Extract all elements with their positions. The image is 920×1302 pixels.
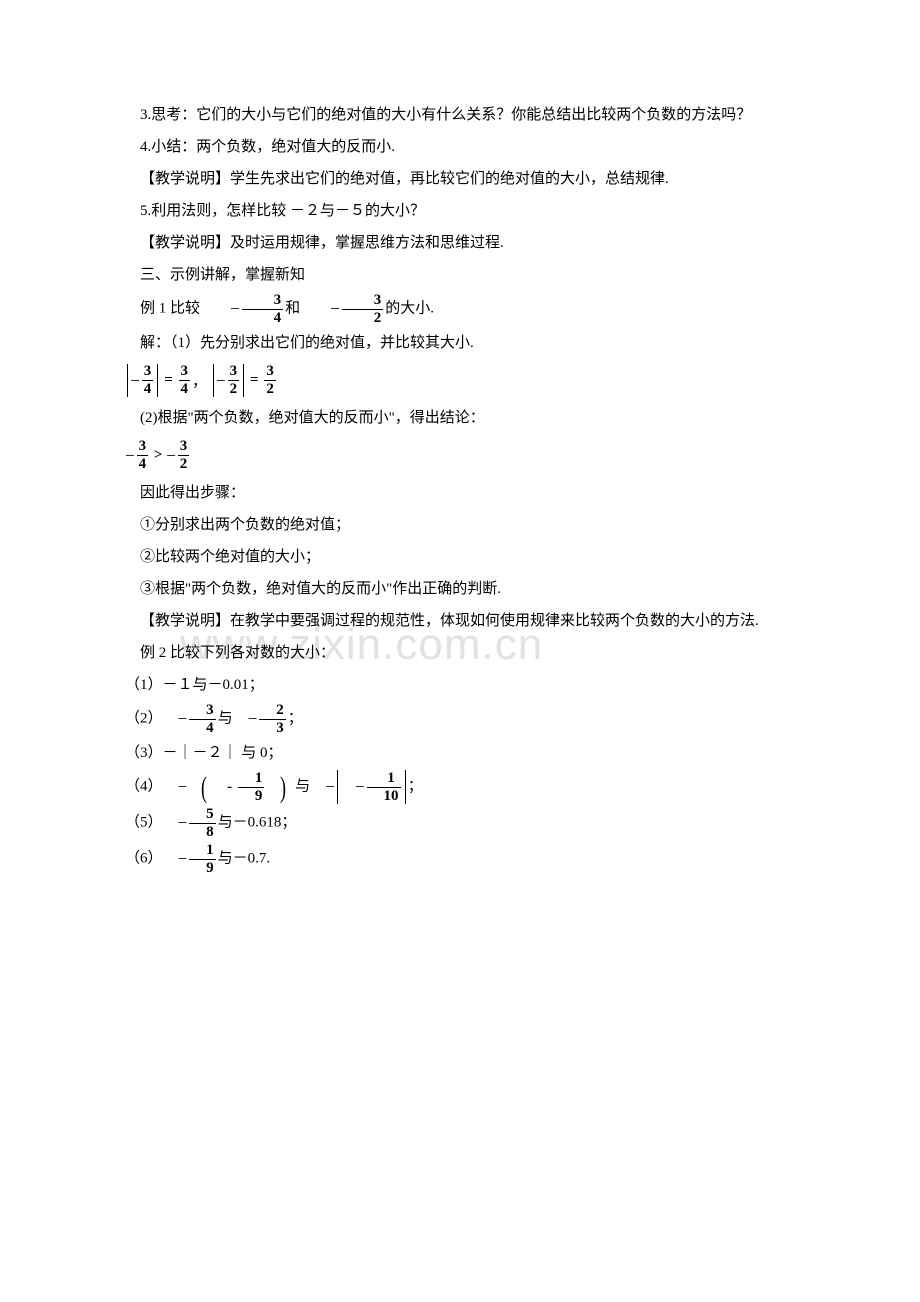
i5-prefix: （5） <box>125 814 163 830</box>
ex1-suffix: 的大小. <box>385 300 434 316</box>
solution-step-1: 解：（1）先分别求出它们的绝对值，并比较其大小. <box>110 328 810 358</box>
item-2: （2）−34与−23； <box>110 702 810 736</box>
i6-suffix: 与－0.7. <box>218 850 271 866</box>
i4-mid: 与 <box>291 778 310 794</box>
ex1-mid: 和 <box>285 300 300 316</box>
i4-prefix: （4） <box>125 778 163 794</box>
comparison-result: −34 > −32 <box>125 439 810 472</box>
paragraph-note-2: 【教学说明】及时运用规律，掌握思维方法和思维过程. <box>110 228 810 258</box>
step-2: ②比较两个绝对值的大小； <box>110 542 810 572</box>
document-content: 3.思考：它们的大小与它们的绝对值的大小有什么关系？你能总结出比较两个负数的方法… <box>110 100 810 876</box>
i2-suffix: ； <box>288 710 303 726</box>
paragraph-rule: 5.利用法则，怎样比较 －２与－５的大小？ <box>110 196 810 226</box>
neg-paren-neg-one-ninth: −(- 19) <box>163 770 292 804</box>
neg-five-eighths: −58 <box>163 806 218 840</box>
item-6: （6）−19与－0.7. <box>110 842 810 876</box>
section-heading-3: 三、示例讲解，掌握新知 <box>110 260 810 290</box>
paragraph-note-3: 【教学说明】在教学中要强调过程的规范性，体现如何使用规律来比较两个负数的大小的方… <box>110 606 810 636</box>
i2-prefix: （2） <box>125 710 163 726</box>
paragraph-note-1: 【教学说明】学生先求出它们的绝对值，再比较它们的绝对值的大小，总结规律. <box>110 164 810 194</box>
neg-three-fourths: −34 <box>200 292 285 326</box>
neg-two-thirds: −23 <box>233 702 288 736</box>
step-3: ③根据"两个负数，绝对值大的反而小"作出正确的判断. <box>110 574 810 604</box>
neg-abs-neg-one-tenth: −−110 <box>310 770 408 804</box>
neg-one-ninth: −19 <box>163 842 218 876</box>
steps-heading: 因此得出步骤： <box>110 478 810 508</box>
solution-step-2: (2)根据"两个负数，绝对值大的反而小"，得出结论： <box>110 403 810 433</box>
abs-equations: −34 = 34 ， −32 = 32 <box>125 364 810 397</box>
paragraph-think: 3.思考：它们的大小与它们的绝对值的大小有什么关系？你能总结出比较两个负数的方法… <box>110 100 810 130</box>
example-1: 例 1 比较−34和−32的大小. <box>110 292 810 326</box>
example-2: 例 2 比较下列各对数的大小： <box>110 638 810 668</box>
item-1: （1）－１与－0.01； <box>110 670 810 700</box>
neg-three-fourths-2: −34 <box>163 702 218 736</box>
i4-suffix: ； <box>408 778 423 794</box>
i6-prefix: （6） <box>125 850 163 866</box>
step-1: ①分别求出两个负数的绝对值； <box>110 510 810 540</box>
ex1-prefix: 例 1 比较 <box>140 300 200 316</box>
item-5: （5）−58与－0.618； <box>110 806 810 840</box>
i5-suffix: 与－0.618； <box>218 814 297 830</box>
paragraph-summary: 4.小结：两个负数，绝对值大的反而小. <box>110 132 810 162</box>
i2-mid: 与 <box>218 710 233 726</box>
neg-three-halves: −32 <box>300 292 385 326</box>
item-3: （3）－｜－２｜ 与 0； <box>110 738 810 768</box>
item-4: （4）−(- 19) 与−−110； <box>110 770 810 804</box>
